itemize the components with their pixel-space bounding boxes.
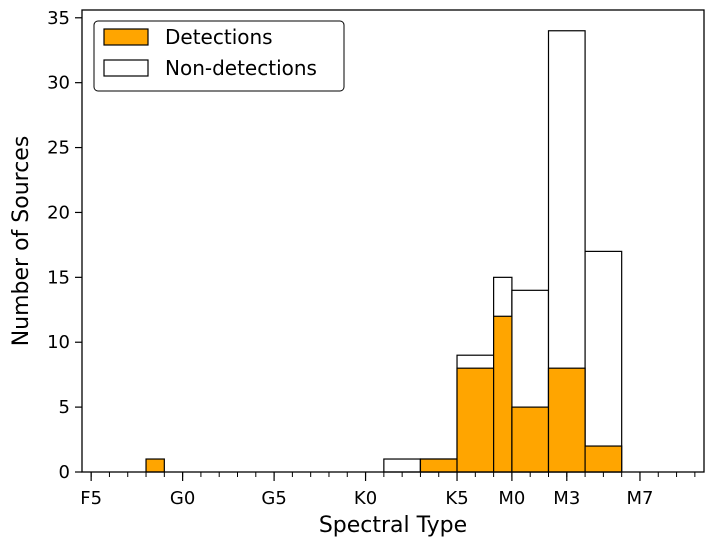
y-tick-label-5: 5 — [59, 397, 70, 418]
detection-bar-K5-K7 — [456, 367, 495, 473]
legend-swatch-non-detections — [103, 59, 149, 77]
x-axis: F5 G0 G5 K0 K5 M0 M3 M7 — [80, 472, 696, 509]
detection-bar-K3-K5 — [419, 458, 458, 473]
y-tick-label-10: 10 — [47, 332, 70, 353]
x-tick-label-K0: K0 — [354, 488, 377, 509]
x-tick-label-F5: F5 — [80, 488, 102, 509]
x-tick-label-G0: G0 — [170, 488, 195, 509]
x-tick-label-K5: K5 — [445, 488, 468, 509]
detection-bar-M2-M4 — [547, 367, 586, 473]
y-tick-label-15: 15 — [47, 267, 70, 288]
legend-label-non-detections: Non-detections — [165, 56, 317, 80]
x-tick-label-M0: M0 — [498, 488, 525, 509]
x-axis-label: Spectral Type — [319, 513, 467, 538]
y-tick-label-35: 35 — [47, 8, 70, 29]
detection-bar-F8-F9 — [145, 458, 165, 473]
detection-bar-M0-M2 — [511, 406, 550, 473]
legend-box — [93, 20, 345, 92]
plot-area — [81, 9, 705, 473]
nondetection-bar-K1-K3 — [383, 458, 422, 473]
axes-frame — [81, 9, 705, 473]
y-tick-label-25: 25 — [47, 138, 70, 159]
legend-swatch-detections — [103, 28, 149, 46]
x-tick-label-G5: G5 — [261, 488, 286, 509]
legend: Detections Non-detections — [93, 20, 345, 92]
y-tick-label-30: 30 — [47, 73, 70, 94]
y-tick-label-20: 20 — [47, 202, 70, 223]
x-tick-label-M7: M7 — [626, 488, 653, 509]
nondetection-bar-M4-M6 — [584, 250, 623, 473]
detection-bar-K7-M0 — [493, 315, 513, 473]
legend-label-detections: Detections — [165, 25, 273, 49]
y-tick-label-0: 0 — [59, 462, 70, 483]
detection-bar-M4-M6 — [584, 445, 623, 473]
y-axis-label: Number of Sources — [9, 136, 34, 347]
y-axis: 0 5 10 15 20 25 30 35 — [47, 8, 82, 483]
x-tick-label-M3: M3 — [553, 488, 580, 509]
